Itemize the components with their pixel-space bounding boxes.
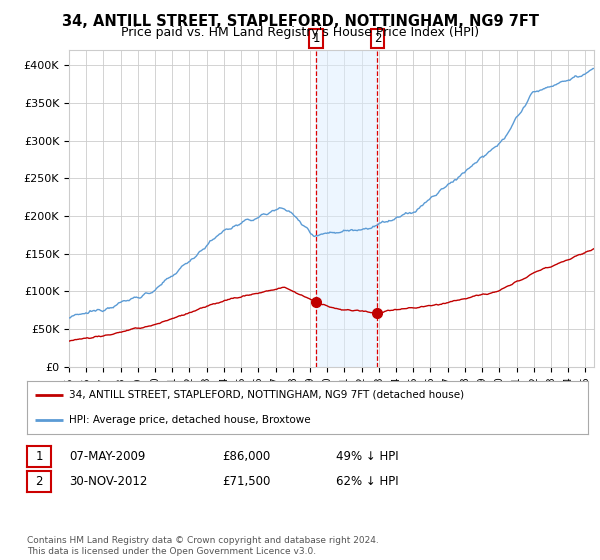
Text: 30-NOV-2012: 30-NOV-2012	[69, 475, 148, 488]
Bar	[316, 50, 377, 367]
Text: 49% ↓ HPI: 49% ↓ HPI	[336, 450, 398, 463]
Text: 34, ANTILL STREET, STAPLEFORD, NOTTINGHAM, NG9 7FT (detached house): 34, ANTILL STREET, STAPLEFORD, NOTTINGHA…	[69, 390, 464, 400]
Text: Contains HM Land Registry data © Crown copyright and database right 2024.
This d: Contains HM Land Registry data © Crown c…	[27, 536, 379, 556]
Text: 2: 2	[374, 32, 381, 45]
Text: HPI: Average price, detached house, Broxtowe: HPI: Average price, detached house, Brox…	[69, 415, 311, 425]
Text: 07-MAY-2009: 07-MAY-2009	[69, 450, 145, 463]
Text: Price paid vs. HM Land Registry's House Price Index (HPI): Price paid vs. HM Land Registry's House …	[121, 26, 479, 39]
Text: 62% ↓ HPI: 62% ↓ HPI	[336, 475, 398, 488]
Text: £71,500: £71,500	[222, 475, 271, 488]
Text: 1: 1	[312, 32, 320, 45]
Text: 34, ANTILL STREET, STAPLEFORD, NOTTINGHAM, NG9 7FT: 34, ANTILL STREET, STAPLEFORD, NOTTINGHA…	[62, 14, 539, 29]
Text: 2: 2	[35, 475, 43, 488]
Text: 1: 1	[35, 450, 43, 463]
Text: £86,000: £86,000	[222, 450, 270, 463]
